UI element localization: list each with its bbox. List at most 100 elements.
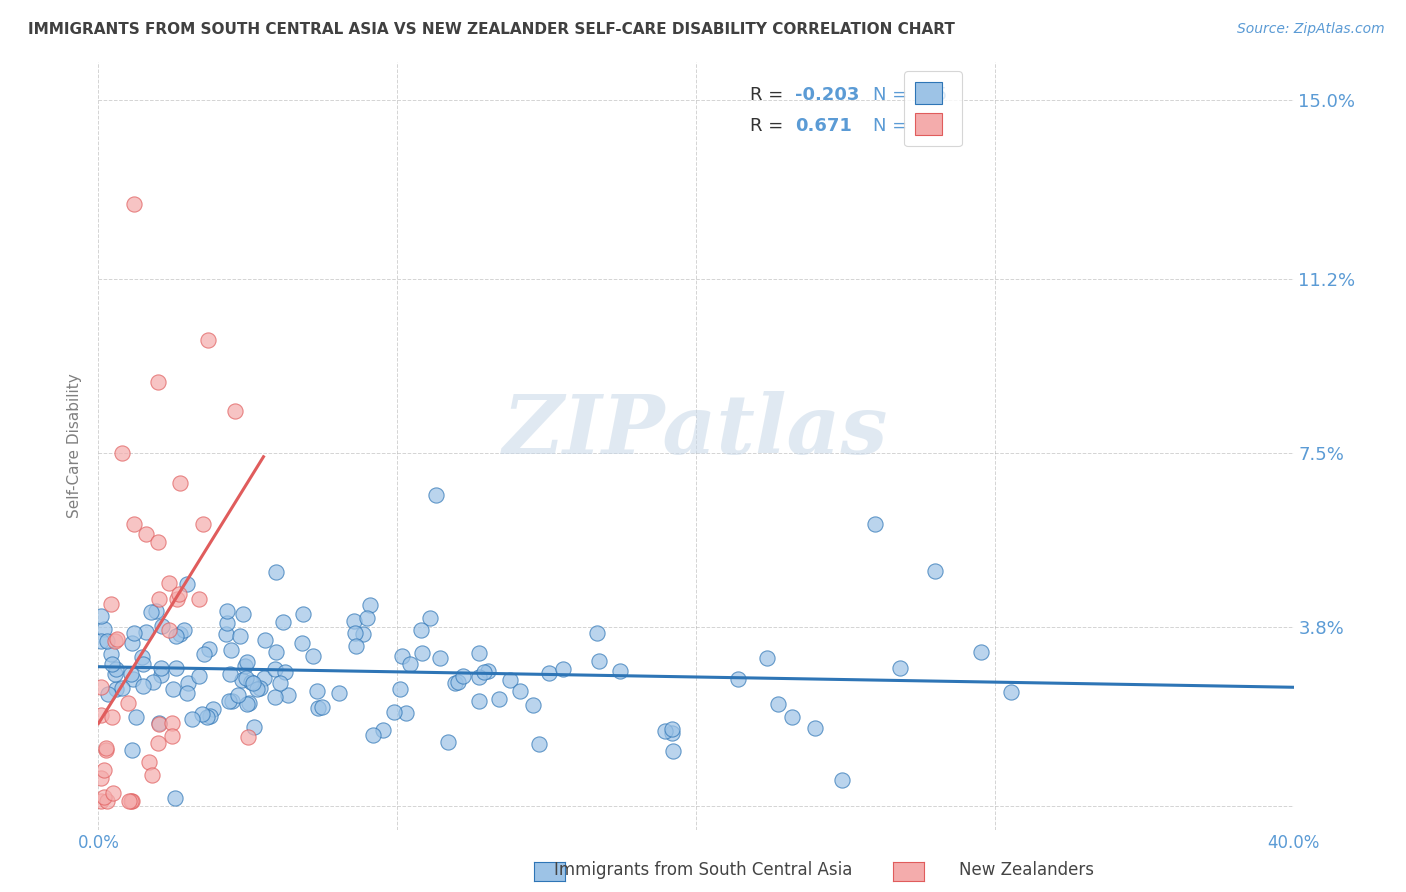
Point — [105, 681, 128, 696]
Point — [191, 516, 214, 531]
Point — [661, 726, 683, 740]
Point — [150, 661, 173, 675]
Point — [411, 646, 433, 660]
Point — [242, 676, 264, 690]
Point — [488, 692, 510, 706]
Point — [609, 665, 631, 679]
Point — [104, 634, 127, 648]
Point — [218, 666, 240, 681]
Point — [240, 674, 263, 689]
Point — [411, 624, 433, 638]
Point — [221, 643, 243, 657]
Point — [215, 615, 238, 630]
Point — [157, 624, 180, 638]
Point — [122, 625, 145, 640]
Point — [271, 615, 294, 630]
Point — [238, 730, 260, 744]
Point — [193, 647, 215, 661]
Point — [756, 651, 779, 665]
Point — [468, 670, 491, 684]
Point — [181, 712, 204, 726]
Point — [131, 679, 153, 693]
Point — [97, 687, 120, 701]
Point — [444, 675, 467, 690]
Point — [311, 700, 333, 714]
Point — [120, 794, 142, 808]
Point — [361, 728, 384, 742]
Point — [198, 642, 221, 657]
Point — [924, 564, 946, 578]
Text: N = 135: N = 135 — [873, 86, 948, 103]
Point — [553, 662, 575, 676]
Point — [100, 648, 122, 662]
Point — [138, 755, 160, 769]
Text: R =: R = — [749, 86, 789, 103]
Point — [468, 646, 491, 660]
Point — [804, 721, 827, 735]
Point — [146, 535, 169, 549]
Point — [100, 710, 122, 724]
Point — [195, 710, 218, 724]
Point — [831, 773, 853, 788]
Point — [264, 661, 287, 675]
Point — [139, 606, 162, 620]
Point — [477, 665, 499, 679]
Point — [395, 706, 418, 721]
Text: ZIPatlas: ZIPatlas — [503, 391, 889, 471]
Point — [188, 669, 211, 683]
Point — [766, 698, 789, 712]
Point — [104, 662, 127, 676]
Point — [343, 614, 366, 628]
Point — [451, 669, 474, 683]
Point — [253, 671, 276, 685]
Point — [152, 619, 174, 633]
Point — [509, 684, 531, 698]
Point — [373, 723, 395, 738]
Point — [654, 724, 676, 739]
Point — [302, 649, 325, 664]
Point — [236, 656, 259, 670]
Point — [93, 622, 115, 636]
Point — [253, 632, 276, 647]
Point — [96, 741, 118, 756]
Point — [229, 629, 252, 643]
Point — [198, 709, 221, 723]
Point — [90, 609, 112, 624]
Point — [90, 633, 112, 648]
Point — [90, 707, 112, 722]
Point — [132, 657, 155, 671]
Text: N =  41: N = 41 — [873, 117, 942, 135]
Y-axis label: Self-Care Disability: Self-Care Disability — [67, 374, 83, 518]
Point — [162, 729, 184, 743]
Point — [389, 681, 412, 696]
Point — [90, 680, 112, 694]
Point — [359, 599, 381, 613]
Point — [215, 627, 238, 641]
Point — [221, 694, 243, 708]
Point — [169, 627, 191, 641]
Point — [117, 696, 139, 710]
Point — [356, 611, 378, 625]
Point — [121, 794, 143, 808]
Point — [125, 710, 148, 724]
Text: R =: R = — [749, 117, 789, 135]
Point — [148, 715, 170, 730]
Point — [865, 516, 887, 531]
Point — [398, 657, 420, 672]
Point — [307, 684, 329, 698]
Point — [146, 736, 169, 750]
Text: -0.203: -0.203 — [796, 86, 859, 103]
Point — [277, 688, 299, 702]
Point — [429, 651, 451, 665]
Point — [382, 705, 405, 719]
Point — [176, 576, 198, 591]
Point — [173, 623, 195, 637]
Point — [269, 676, 291, 690]
Text: IMMIGRANTS FROM SOUTH CENTRAL ASIA VS NEW ZEALANDER SELF-CARE DISABILITY CORRELA: IMMIGRANTS FROM SOUTH CENTRAL ASIA VS NE… — [28, 22, 955, 37]
Point — [166, 592, 188, 607]
Point — [90, 794, 112, 808]
Point — [274, 665, 297, 679]
Point — [468, 694, 491, 708]
Point — [191, 706, 214, 721]
Point — [264, 645, 287, 659]
